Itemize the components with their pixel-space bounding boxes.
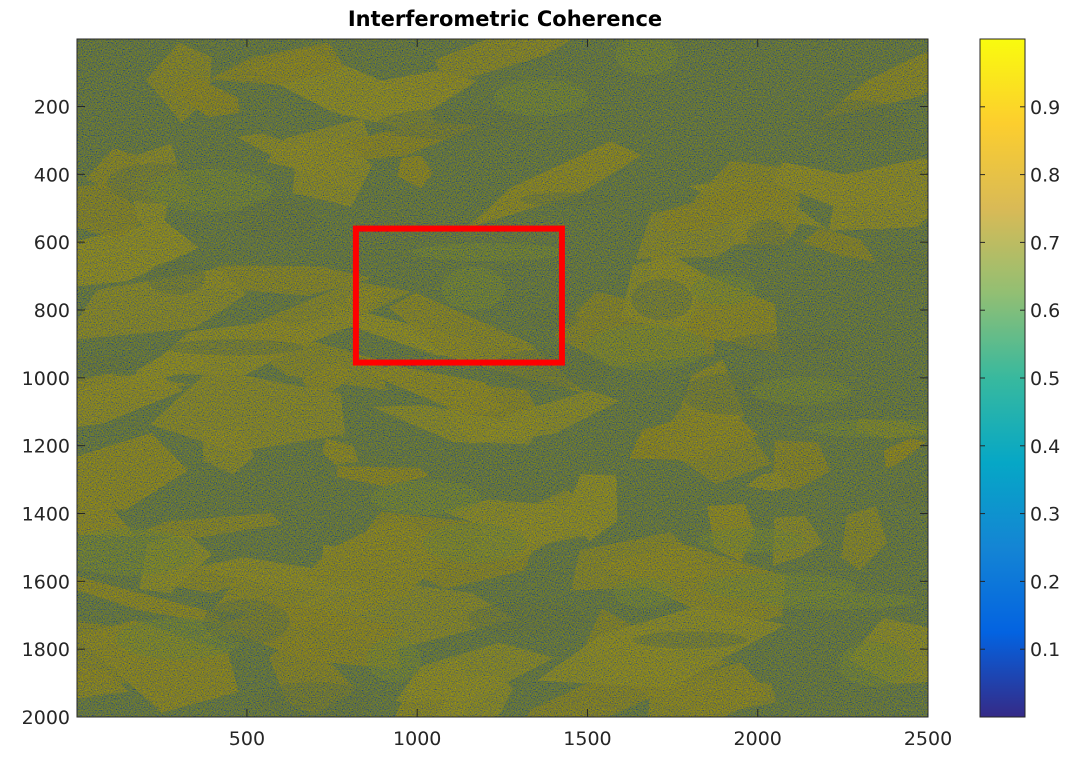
colorbar-tick-label: 0.7 (1030, 232, 1060, 254)
colorbar-tick-label: 0.6 (1030, 300, 1060, 322)
x-tick-label: 1000 (393, 728, 441, 750)
plot-area (77, 39, 928, 717)
colorbar-tick-label: 0.3 (1030, 504, 1060, 526)
colorbar-tick-label: 0.1 (1030, 639, 1060, 661)
y-tick-label: 1200 (22, 436, 70, 458)
speckle-noise (77, 39, 928, 717)
y-tick-label: 2000 (22, 707, 70, 729)
x-tick-label: 2500 (904, 728, 952, 750)
y-tick-label: 1800 (22, 639, 70, 661)
y-tick-label: 1600 (22, 571, 70, 593)
y-tick-label: 1000 (22, 368, 70, 390)
y-tick-label: 200 (34, 96, 70, 118)
y-axis: 200 400 600 800 1000 1200 1400 1600 1800 2000 (22, 96, 928, 729)
colorbar-tick-label: 0.4 (1030, 436, 1060, 458)
y-tick-label: 800 (34, 300, 70, 322)
x-tick-label: 2000 (734, 728, 782, 750)
y-tick-label: 400 (34, 164, 70, 186)
colorbar-tick-label: 0.9 (1030, 97, 1060, 119)
colorbar-tick-label: 0.5 (1030, 368, 1060, 390)
x-tick-label: 1500 (563, 728, 611, 750)
y-tick-label: 1400 (22, 503, 70, 525)
chart-title: Interferometric Coherence (348, 7, 662, 31)
highlight-box (352, 225, 565, 366)
y-tick-label: 600 (34, 232, 70, 254)
colorbar-tick-label: 0.8 (1030, 165, 1060, 187)
colorbar-tick-label: 0.2 (1030, 571, 1060, 593)
colorbar-axis: 0.1 0.2 0.3 0.4 0.5 0.6 0.7 0.8 0.9 (980, 97, 1060, 661)
x-axis: 500 1000 1500 2000 2500 (229, 39, 952, 750)
colorbar (979, 38, 1026, 718)
x-tick-label: 500 (229, 728, 265, 750)
